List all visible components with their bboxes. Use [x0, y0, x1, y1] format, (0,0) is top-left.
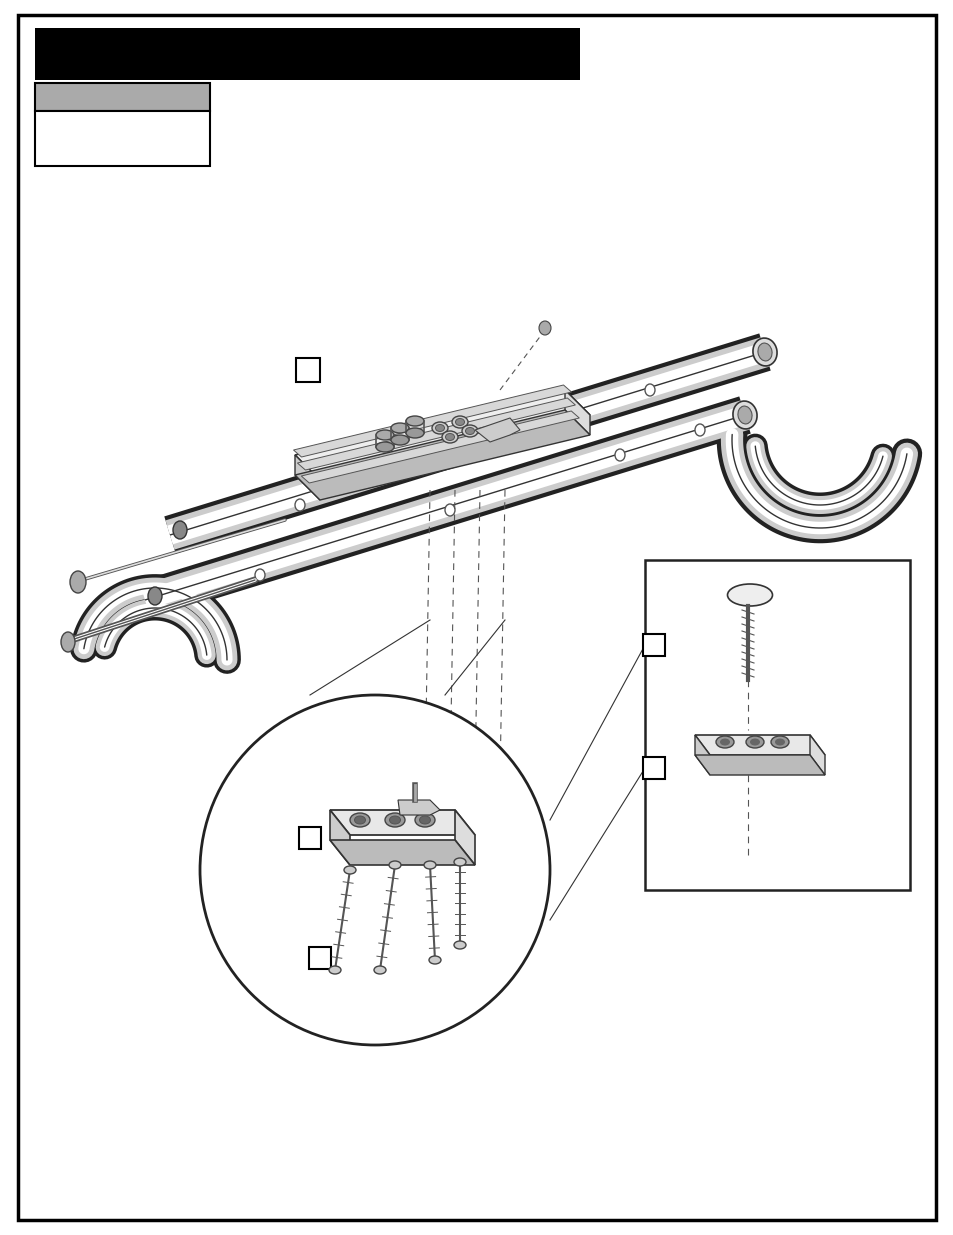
Polygon shape [455, 810, 475, 864]
Ellipse shape [385, 813, 405, 827]
Ellipse shape [432, 422, 448, 433]
Ellipse shape [738, 406, 751, 424]
Ellipse shape [172, 521, 187, 538]
Ellipse shape [355, 816, 365, 824]
Bar [295, 358, 319, 382]
Ellipse shape [435, 425, 444, 431]
Bar [642, 634, 664, 656]
Bar [35, 111, 210, 165]
Ellipse shape [495, 438, 504, 451]
Polygon shape [294, 454, 319, 500]
Ellipse shape [455, 419, 464, 426]
Ellipse shape [465, 427, 474, 435]
Polygon shape [301, 411, 578, 483]
Ellipse shape [452, 416, 468, 429]
Ellipse shape [770, 736, 788, 748]
Ellipse shape [406, 416, 423, 426]
Ellipse shape [148, 587, 162, 605]
Ellipse shape [329, 966, 340, 974]
Ellipse shape [774, 739, 784, 746]
Polygon shape [475, 417, 519, 442]
Polygon shape [397, 800, 439, 815]
Ellipse shape [749, 739, 760, 746]
Ellipse shape [695, 424, 704, 436]
Polygon shape [330, 810, 475, 835]
Ellipse shape [615, 450, 624, 461]
Polygon shape [294, 385, 571, 457]
Polygon shape [330, 810, 350, 864]
Polygon shape [695, 735, 824, 755]
Ellipse shape [644, 384, 655, 396]
Ellipse shape [441, 431, 457, 443]
Ellipse shape [375, 430, 394, 440]
Ellipse shape [429, 956, 440, 965]
Circle shape [200, 695, 550, 1045]
Bar [35, 28, 579, 80]
Ellipse shape [350, 813, 370, 827]
Ellipse shape [752, 338, 777, 366]
Polygon shape [294, 410, 589, 500]
Ellipse shape [445, 433, 454, 441]
Bar [35, 83, 210, 111]
Ellipse shape [254, 569, 265, 580]
Ellipse shape [344, 866, 355, 874]
Polygon shape [294, 390, 589, 480]
Polygon shape [330, 840, 475, 864]
Ellipse shape [444, 504, 455, 516]
Ellipse shape [716, 736, 733, 748]
Ellipse shape [732, 401, 757, 429]
Polygon shape [695, 735, 709, 776]
Ellipse shape [454, 941, 465, 948]
Ellipse shape [415, 813, 435, 827]
Ellipse shape [745, 736, 763, 748]
Ellipse shape [391, 435, 409, 445]
Polygon shape [809, 735, 824, 776]
Bar [298, 827, 320, 848]
Ellipse shape [757, 343, 771, 361]
Ellipse shape [389, 816, 400, 824]
Polygon shape [564, 390, 589, 435]
Bar [644, 559, 909, 890]
Ellipse shape [406, 429, 423, 438]
Ellipse shape [70, 571, 86, 593]
Ellipse shape [374, 966, 386, 974]
Polygon shape [695, 755, 824, 776]
Ellipse shape [389, 861, 400, 869]
Ellipse shape [461, 425, 477, 437]
Ellipse shape [423, 861, 436, 869]
Ellipse shape [294, 499, 305, 511]
Ellipse shape [727, 584, 772, 606]
Ellipse shape [538, 321, 551, 335]
Ellipse shape [61, 632, 75, 652]
Ellipse shape [375, 442, 394, 452]
Ellipse shape [454, 858, 465, 866]
Ellipse shape [419, 816, 430, 824]
Bar [642, 757, 664, 779]
Ellipse shape [391, 424, 409, 433]
Bar [309, 947, 331, 969]
Polygon shape [297, 398, 575, 471]
Ellipse shape [720, 739, 729, 746]
